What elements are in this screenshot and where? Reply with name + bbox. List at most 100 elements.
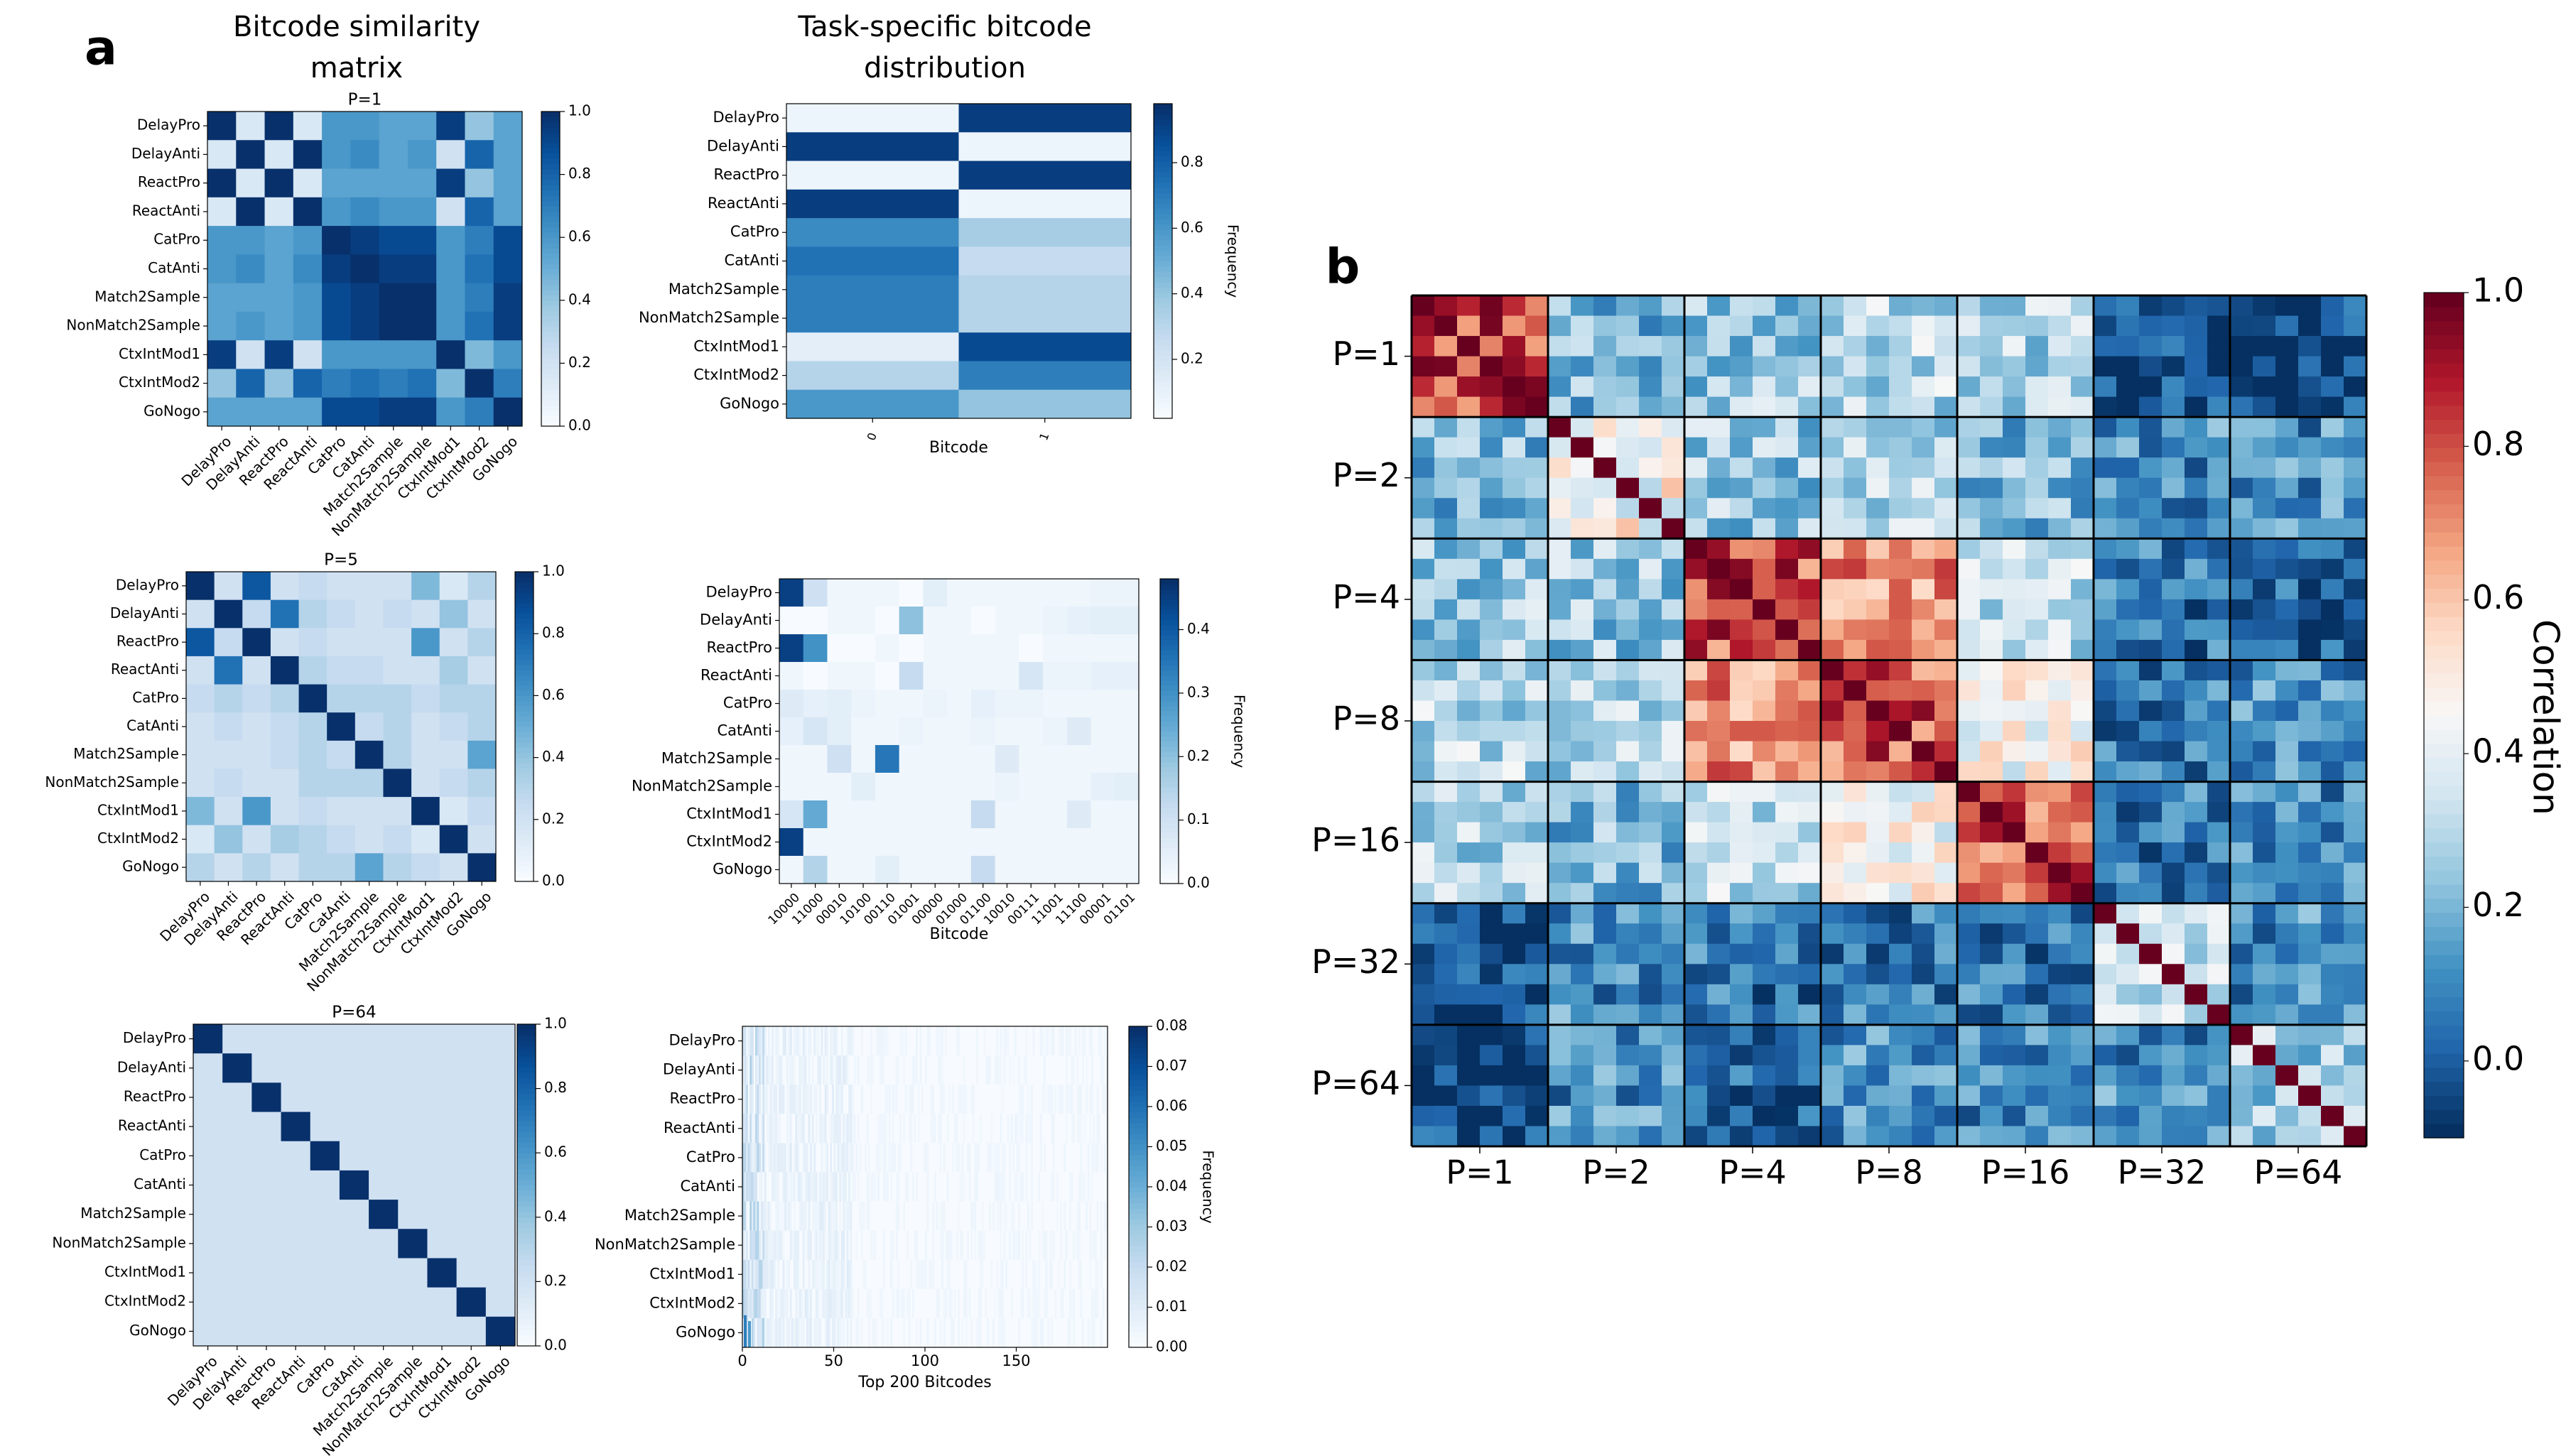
heatmap-cell (1434, 619, 1458, 641)
heatmap-cell (2048, 599, 2072, 620)
colorbar-segment (517, 1174, 536, 1180)
heatmap-cell (1548, 1065, 1571, 1087)
y-group-label: P=32 (1311, 942, 1400, 981)
heatmap-cell (779, 745, 804, 773)
y-tick-label: GoNogo (676, 1323, 735, 1340)
heatmap-cell (2253, 721, 2276, 742)
heatmap-cell (2116, 943, 2140, 965)
heatmap-cell (1662, 721, 1685, 742)
heatmap-cell (2116, 923, 2140, 945)
heatmap-cell (270, 825, 300, 854)
heatmap-cell (2116, 680, 2140, 702)
heatmap-cell (1593, 1085, 1617, 1107)
heatmap-cell (1571, 984, 1594, 1005)
heatmap-cell (762, 1201, 765, 1231)
heatmap-cell (806, 1288, 808, 1318)
heatmap-cell (775, 1143, 778, 1173)
heatmap-cell (1798, 518, 1822, 539)
heatmap-cell (1844, 1105, 1867, 1127)
heatmap-cell (793, 1085, 796, 1114)
heatmap-cell (1066, 690, 1092, 718)
colorbar-segment (541, 379, 560, 385)
heatmap-cell (1798, 457, 1822, 479)
heatmap-cell (2298, 437, 2322, 458)
colorbar-segment (2424, 701, 2464, 716)
heatmap-cell (978, 1230, 980, 1260)
heatmap-cell (890, 1230, 893, 1260)
heatmap-cell (1027, 1201, 1029, 1231)
heatmap-cell (2185, 437, 2208, 458)
heatmap-cell (1095, 1288, 1097, 1318)
distribution-colorbar: 0.000.010.020.030.040.050.060.070.08Freq… (1128, 1017, 1217, 1355)
heatmap-cell (1662, 639, 1685, 661)
heatmap-cell (350, 112, 380, 141)
heatmap-cell (1684, 761, 1708, 783)
heatmap-cell (963, 1114, 965, 1143)
heatmap-cell (2253, 538, 2276, 560)
heatmap-cell (760, 1259, 763, 1289)
heatmap-cell (2003, 802, 2026, 823)
heatmap-cell (1662, 619, 1685, 641)
heatmap-cell (2162, 417, 2185, 438)
heatmap-cell (1616, 356, 1640, 377)
heatmap-cell (1889, 781, 1912, 803)
heatmap-cell (833, 1143, 836, 1173)
heatmap-cell (207, 254, 237, 284)
heatmap-cell (1707, 721, 1731, 742)
colorbar-segment (1154, 303, 1172, 309)
heatmap-cell (759, 1026, 761, 1056)
heatmap-cell (2321, 680, 2344, 702)
heatmap-cell (1434, 457, 1458, 479)
heatmap-cell (943, 1085, 946, 1114)
colorbar-segment (1129, 1251, 1147, 1257)
heatmap-cell (2207, 639, 2231, 661)
colorbar-segment (515, 690, 534, 696)
heatmap-cell (1844, 579, 1867, 600)
heatmap-cell (2321, 558, 2344, 580)
heatmap-cell (1525, 862, 1549, 884)
heatmap-cell (2139, 761, 2163, 783)
heatmap-cell (1866, 903, 1890, 924)
heatmap-cell (354, 740, 384, 769)
heatmap-cell (2071, 862, 2094, 884)
heatmap-cell (2298, 558, 2322, 580)
heatmap-cell (1639, 599, 1662, 620)
colorbar-label: Frequency (1200, 1150, 1217, 1223)
heatmap-cell (835, 1026, 838, 1056)
colorbar-segment (541, 264, 560, 270)
heatmap-cell (1480, 295, 1503, 317)
heatmap-cell (1087, 1172, 1090, 1202)
heatmap-cell (975, 1318, 978, 1347)
heatmap-cell (1480, 518, 1503, 539)
heatmap-cell (811, 1055, 814, 1085)
y-tick-label: DelayAnti (663, 1061, 735, 1078)
heatmap-cell (1003, 1172, 1006, 1202)
colorbar-segment (517, 1260, 536, 1266)
colorbar-segment (1160, 741, 1179, 747)
heatmap-cell (1018, 1201, 1020, 1231)
heatmap-cell (1049, 1259, 1051, 1289)
colorbar-segment (541, 374, 560, 380)
heatmap-cell (2207, 315, 2231, 337)
colorbar-segment (517, 1239, 536, 1245)
heatmap-cell (2275, 498, 2299, 519)
heatmap-cell (2344, 315, 2367, 337)
heatmap-cell (775, 1055, 778, 1085)
heatmap-cell (803, 634, 828, 663)
heatmap-cell (1912, 964, 1935, 985)
heatmap-cell (2025, 761, 2049, 783)
heatmap-cell (2116, 437, 2140, 458)
heatmap-cell (1525, 295, 1549, 317)
heatmap-cell (2344, 964, 2367, 985)
heatmap-cell (2003, 943, 2026, 965)
heatmap-cell (2071, 376, 2094, 398)
heatmap-cell (1076, 1230, 1079, 1260)
heatmap-cell (1753, 700, 1776, 722)
heatmap-cell (1957, 883, 1981, 904)
heatmap-cell (485, 1258, 516, 1288)
heatmap-cell (2139, 558, 2163, 580)
heatmap-cell (1957, 498, 1981, 519)
heatmap-cell (751, 1288, 754, 1318)
heatmap-cell (1639, 802, 1662, 823)
heatmap-cell (1889, 903, 1912, 924)
